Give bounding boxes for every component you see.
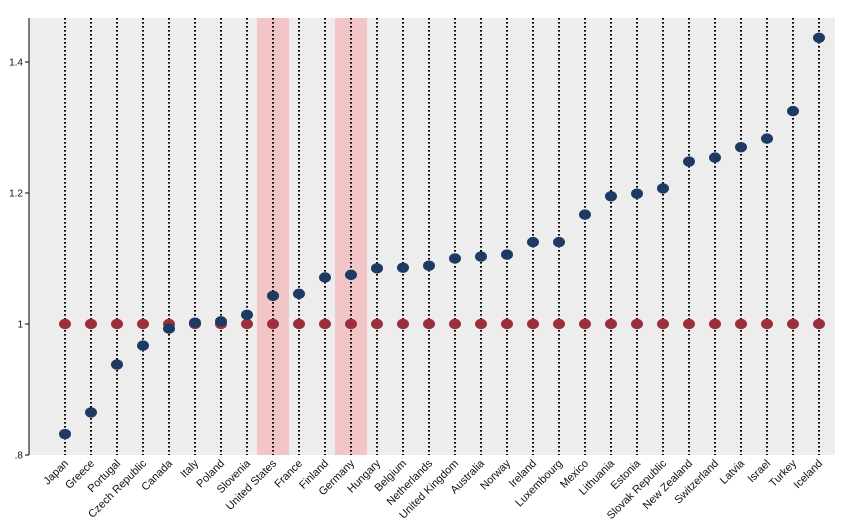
data-point (215, 316, 227, 327)
data-point (761, 133, 773, 144)
data-point (579, 209, 591, 220)
data-point (605, 318, 617, 330)
data-point (787, 318, 799, 330)
data-point (345, 318, 357, 330)
data-point (579, 318, 591, 330)
data-point (111, 318, 123, 330)
data-point (423, 318, 435, 330)
data-point (631, 318, 643, 330)
data-point (735, 141, 747, 153)
data-point (709, 318, 721, 330)
data-point (371, 318, 383, 330)
data-point (631, 188, 643, 199)
data-point (657, 318, 669, 330)
data-point (449, 318, 461, 330)
data-point (241, 318, 253, 330)
y-axis-ticks: .8 1 1.2 1.4 (9, 58, 29, 462)
data-point (111, 359, 123, 370)
data-point (293, 288, 305, 300)
data-point (293, 318, 305, 330)
data-point (267, 318, 279, 330)
data-point (787, 105, 799, 117)
data-point (475, 251, 487, 262)
data-point (85, 407, 97, 418)
y-tick-label: .8 (15, 451, 24, 462)
data-point (657, 183, 669, 194)
data-point (241, 309, 253, 321)
data-point (813, 32, 825, 43)
data-point (683, 318, 695, 330)
data-point (397, 262, 409, 273)
data-point (813, 318, 825, 330)
x-tick-label: Iceland (792, 458, 826, 492)
data-point (735, 318, 747, 330)
data-point (553, 236, 565, 248)
data-point (553, 318, 565, 330)
data-point (319, 318, 331, 330)
x-tick-label: Latvia (718, 457, 748, 487)
data-point (345, 269, 357, 281)
data-point (709, 152, 721, 163)
data-point (605, 191, 617, 202)
data-point (59, 318, 71, 330)
data-point (397, 318, 409, 330)
data-points (59, 32, 825, 440)
data-point (267, 290, 279, 302)
data-point (189, 317, 201, 328)
data-point (137, 340, 149, 351)
data-point (319, 272, 331, 283)
data-point (137, 318, 149, 330)
data-point (761, 318, 773, 330)
data-point (449, 253, 461, 264)
data-point (59, 428, 71, 440)
gridlines (64, 18, 820, 455)
plot-background (29, 18, 835, 455)
data-point (527, 318, 539, 330)
data-point (371, 263, 383, 274)
y-tick-label: 1 (17, 320, 23, 331)
y-tick-label: 1.4 (9, 58, 23, 69)
data-point (501, 249, 513, 260)
y-tick-label: 1.2 (9, 189, 23, 200)
data-point (423, 260, 435, 271)
data-point (683, 156, 695, 167)
data-point (85, 318, 97, 330)
data-point (475, 318, 487, 330)
data-point (163, 323, 175, 334)
data-point (527, 236, 539, 248)
data-point (501, 318, 513, 330)
